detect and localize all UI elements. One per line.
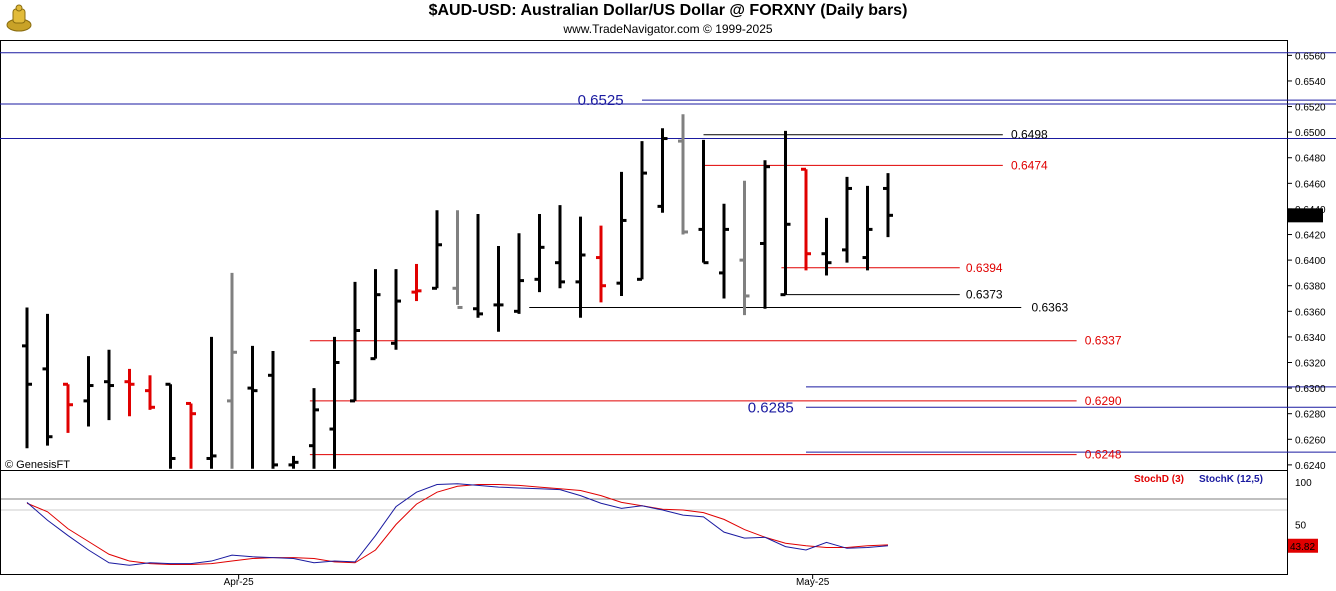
stoch-legend-entry: StochK (12,5) [1199, 474, 1263, 485]
price-tick-label: 0.6520 [1295, 103, 1326, 114]
stochastic-panel: 100 50 43.82 StochD (3) StochK (12,5) [1, 474, 1318, 566]
ohlc-bar [165, 382, 176, 469]
level-label: 0.6394 [966, 261, 1003, 275]
ohlc-bar [370, 269, 381, 361]
price-tick-label: 0.6320 [1295, 359, 1326, 370]
ohlc-bar [801, 167, 811, 271]
level-label: 0.6248 [1085, 448, 1122, 462]
trade-navigator-logo [4, 3, 34, 38]
support-resistance-levels: 0.65620.65220.64950.65250.64980.64740.63… [0, 52, 1336, 462]
ohlc-bar [883, 173, 893, 238]
ohlc-bar [596, 225, 606, 303]
ohlc-bar [329, 336, 340, 469]
last-price-label: 0.6435 [1290, 211, 1321, 222]
ohlc-bar [719, 203, 729, 299]
ohlc-bar [452, 210, 463, 309]
last-price-box [1288, 208, 1323, 223]
level-label: 0.6525 [578, 92, 624, 109]
ohlc-bar [391, 269, 401, 350]
watermark-label: © GenesisFT [5, 459, 70, 471]
ohlc-bar [411, 263, 422, 302]
stoch-series-line [26, 483, 889, 566]
price-panel-border [0, 40, 1288, 471]
date-tick-label: May-25 [796, 577, 830, 588]
price-tick-label: 0.6240 [1295, 461, 1326, 472]
price-tick-label: 0.6260 [1295, 435, 1326, 446]
level-label: 0.6290 [1085, 394, 1122, 408]
price-tick-label: 0.6400 [1295, 256, 1326, 267]
price-tick-label: 0.6280 [1295, 410, 1326, 421]
ohlc-bar [678, 114, 688, 235]
ohlc-bar [227, 272, 237, 469]
stoch-series-line [26, 484, 889, 565]
price-tick-label: 0.6380 [1295, 282, 1326, 293]
ohlc-bar [657, 128, 668, 213]
price-tick-label: 0.6500 [1295, 128, 1326, 139]
level-label: 0.6474 [1011, 158, 1048, 172]
price-tick-label: 0.6480 [1295, 154, 1326, 165]
price-tick-label: 0.6420 [1295, 231, 1326, 242]
chart-subtitle: www.TradeNavigator.com © 1999-2025 [563, 22, 773, 36]
ohlc-bar [514, 233, 524, 314]
chart-header: $AUD-USD: Australian Dollar/US Dollar @ … [0, 0, 1336, 40]
level-label: 0.6337 [1085, 334, 1122, 348]
ohlc-bar [247, 345, 258, 469]
ohlc-bar [268, 350, 278, 469]
ohlc-bar [575, 216, 586, 318]
ohlc-bar [350, 281, 360, 403]
ohlc-bar [83, 356, 94, 427]
ohlc-bar [104, 349, 114, 421]
ohlc-bar [862, 185, 873, 271]
price-tick-label: 0.6360 [1295, 307, 1326, 318]
ohlc-bar [288, 455, 299, 469]
ohlc-bar [739, 180, 750, 316]
ohlc-bar [309, 388, 319, 469]
ohlc-bar [616, 171, 627, 296]
chart-frame [0, 40, 1288, 575]
level-label: 0.6498 [1011, 128, 1048, 142]
ohlc-bar [555, 205, 565, 289]
chart-title: $AUD-USD: Australian Dollar/US Dollar @ … [428, 2, 908, 19]
price-tick-label: 0.6540 [1295, 77, 1326, 88]
ohlc-bar [473, 214, 483, 318]
date-tick-label: Apr-25 [224, 577, 254, 588]
ohlc-bar [534, 214, 545, 293]
ohlc-bar [63, 382, 73, 433]
level-label: 0.6285 [748, 399, 794, 416]
stoch-tick-label: 100 [1295, 478, 1312, 489]
ohlc-bar [821, 217, 832, 276]
ohlc-bar [780, 130, 791, 297]
price-tick-label: 0.6340 [1295, 333, 1326, 344]
price-tick-label: 0.6300 [1295, 384, 1326, 395]
stoch-panel-border [0, 470, 1288, 575]
ohlc-bar [124, 368, 135, 417]
ohlc-bar [637, 141, 647, 281]
price-axis: 0.6560 0.6540 0.6520 0.6500 0.6480 0.6460 0.64… [1287, 51, 1326, 472]
ohlc-bar [206, 336, 217, 469]
ohlc-bar [22, 307, 32, 449]
ohlc-bar [186, 401, 196, 469]
stoch-legend-entry: StochD (3) [1134, 474, 1184, 485]
ohlc-bar [42, 313, 53, 446]
stoch-tick-label: 50 [1295, 521, 1307, 532]
ohlc-bar [842, 176, 852, 263]
ohlc-bar [145, 375, 155, 410]
stoch-last-value-box [1288, 538, 1318, 553]
ohlc-bar [432, 210, 442, 290]
level-label: 0.6363 [1032, 300, 1069, 314]
price-tick-label: 0.6560 [1295, 51, 1326, 62]
level-label: 0.6373 [966, 288, 1003, 302]
ohlc-bar [493, 246, 504, 332]
ohlc-bar [760, 160, 770, 309]
stoch-last-value-label: 43.82 [1290, 542, 1315, 553]
ohlc-bar [698, 139, 709, 265]
ohlc-bars [22, 114, 893, 469]
price-tick-label: 0.6460 [1295, 179, 1326, 190]
